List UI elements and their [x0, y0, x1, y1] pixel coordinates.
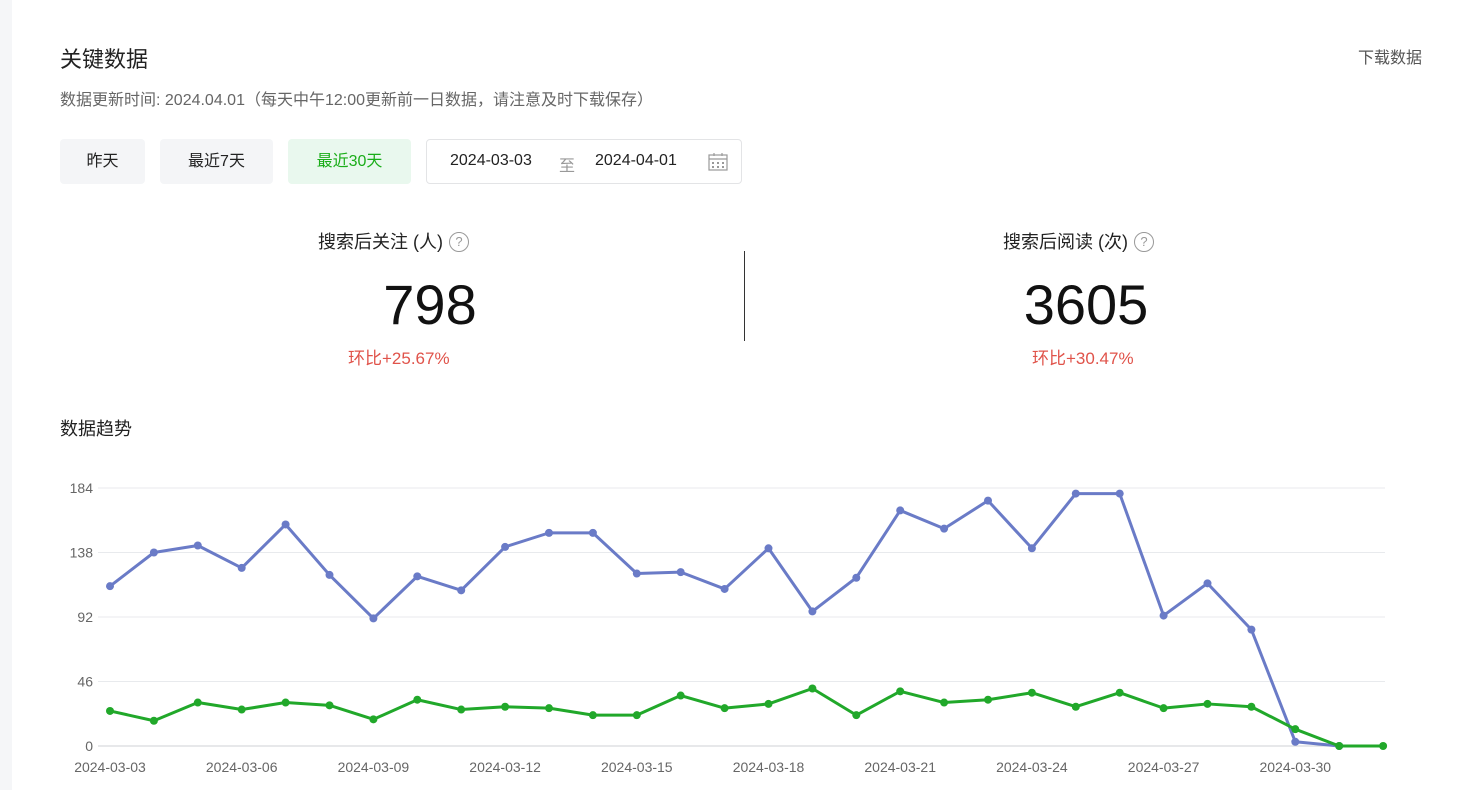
data-point [1247, 625, 1256, 634]
data-point [1071, 702, 1080, 711]
data-point [1291, 725, 1300, 734]
page-title: 关键数据 [60, 47, 149, 72]
data-point [237, 563, 246, 572]
data-point [1291, 737, 1300, 746]
date-start-input[interactable]: 2024-03-03 [450, 152, 532, 169]
help-icon[interactable]: ? [449, 232, 469, 252]
data-point [896, 687, 905, 696]
update-info-text: 数据更新时间: 2024.04.01（每天中午12:00更新前一日数据，请注意及… [60, 92, 654, 109]
x-tick-label: 2024-03-30 [1259, 759, 1331, 775]
data-point [1203, 579, 1212, 588]
data-point [149, 716, 158, 725]
date-separator: 至 [559, 158, 576, 175]
x-tick-label: 2024-03-03 [74, 759, 146, 775]
data-point [1335, 742, 1344, 750]
data-point [281, 698, 290, 707]
data-point [1159, 704, 1168, 713]
download-data-link[interactable]: 下载数据 [1358, 50, 1423, 67]
data-point [720, 584, 729, 593]
metric-follow-change: 环比+25.67% [348, 349, 450, 368]
data-point [369, 614, 378, 623]
calendar-icon[interactable] [708, 153, 728, 171]
data-point [1247, 702, 1256, 711]
data-point [1027, 688, 1036, 697]
x-tick-label: 2024-03-24 [996, 759, 1068, 775]
x-tick-label: 2024-03-18 [733, 759, 805, 775]
data-point [1115, 688, 1124, 697]
data-point [193, 698, 202, 707]
data-point [281, 520, 290, 529]
data-point [764, 544, 773, 553]
data-point [588, 711, 597, 720]
last-30-days-button[interactable]: 最近30天 [288, 139, 411, 184]
data-point [764, 699, 773, 708]
y-tick-label: 138 [70, 545, 94, 561]
metric-follow-value: 798 [383, 273, 477, 336]
data-point [588, 528, 597, 537]
metric-read-label-text: 搜索后阅读 (次) [1003, 232, 1128, 252]
data-point [1115, 489, 1124, 498]
data-point [369, 715, 378, 724]
last-7-days-button[interactable]: 最近7天 [160, 139, 273, 184]
y-tick-label: 0 [85, 738, 93, 754]
metric-read-value: 3605 [1023, 273, 1149, 336]
data-point [1159, 611, 1168, 620]
data-point [457, 586, 466, 595]
data-point [676, 568, 685, 577]
data-point [852, 711, 861, 720]
yesterday-button[interactable]: 昨天 [60, 139, 145, 184]
data-point [720, 704, 729, 713]
metric-read-label: 搜索后阅读 (次)? [1003, 228, 1154, 254]
metric-read-change: 环比+30.47% [1032, 349, 1134, 368]
data-point [676, 691, 685, 700]
data-point [632, 711, 641, 720]
left-sidebar-edge [0, 0, 12, 790]
data-point [1027, 544, 1036, 553]
trend-section-title: 数据趋势 [60, 419, 132, 439]
data-point [940, 698, 949, 707]
data-point [106, 582, 114, 591]
data-point [106, 706, 114, 715]
data-point [501, 702, 510, 711]
y-tick-label: 92 [77, 609, 93, 625]
data-point [852, 573, 861, 582]
metric-follow-label-text: 搜索后关注 (人) [318, 232, 443, 252]
date-range-picker[interactable]: 2024-03-03 至 2024-04-01 [426, 139, 742, 184]
data-point [984, 496, 992, 505]
data-point [193, 541, 202, 550]
data-point [501, 542, 510, 551]
data-point [457, 705, 466, 714]
data-point [325, 701, 334, 710]
data-point [1203, 699, 1212, 708]
x-tick-label: 2024-03-27 [1128, 759, 1200, 775]
y-tick-label: 46 [77, 674, 93, 690]
metric-follow-label: 搜索后关注 (人)? [318, 228, 469, 254]
data-point [1071, 489, 1080, 498]
data-point [808, 607, 817, 616]
metrics-divider [744, 251, 745, 341]
data-point [632, 569, 641, 578]
data-point [1379, 742, 1388, 750]
data-point [545, 528, 553, 537]
data-point [984, 695, 992, 704]
trend-line-chart: 0 46 92 138 184 2024-03-03 2024-03-06 2024-03-0… [70, 480, 1388, 775]
data-point [896, 506, 905, 515]
data-point [808, 684, 817, 693]
data-point [149, 548, 158, 557]
x-tick-label: 2024-03-12 [469, 759, 541, 775]
data-point [413, 572, 422, 581]
date-end-input[interactable]: 2024-04-01 [595, 152, 677, 169]
help-icon[interactable]: ? [1134, 232, 1154, 252]
y-tick-label: 184 [70, 480, 94, 496]
series-line-1 [109, 687, 1384, 748]
data-point [413, 695, 422, 704]
x-tick-label: 2024-03-15 [601, 759, 673, 775]
x-tick-label: 2024-03-06 [206, 759, 278, 775]
data-point [545, 704, 553, 713]
x-tick-label: 2024-03-21 [864, 759, 936, 775]
data-point [237, 705, 246, 714]
data-point [325, 570, 334, 579]
data-point [940, 524, 949, 533]
x-tick-label: 2024-03-09 [338, 759, 410, 775]
